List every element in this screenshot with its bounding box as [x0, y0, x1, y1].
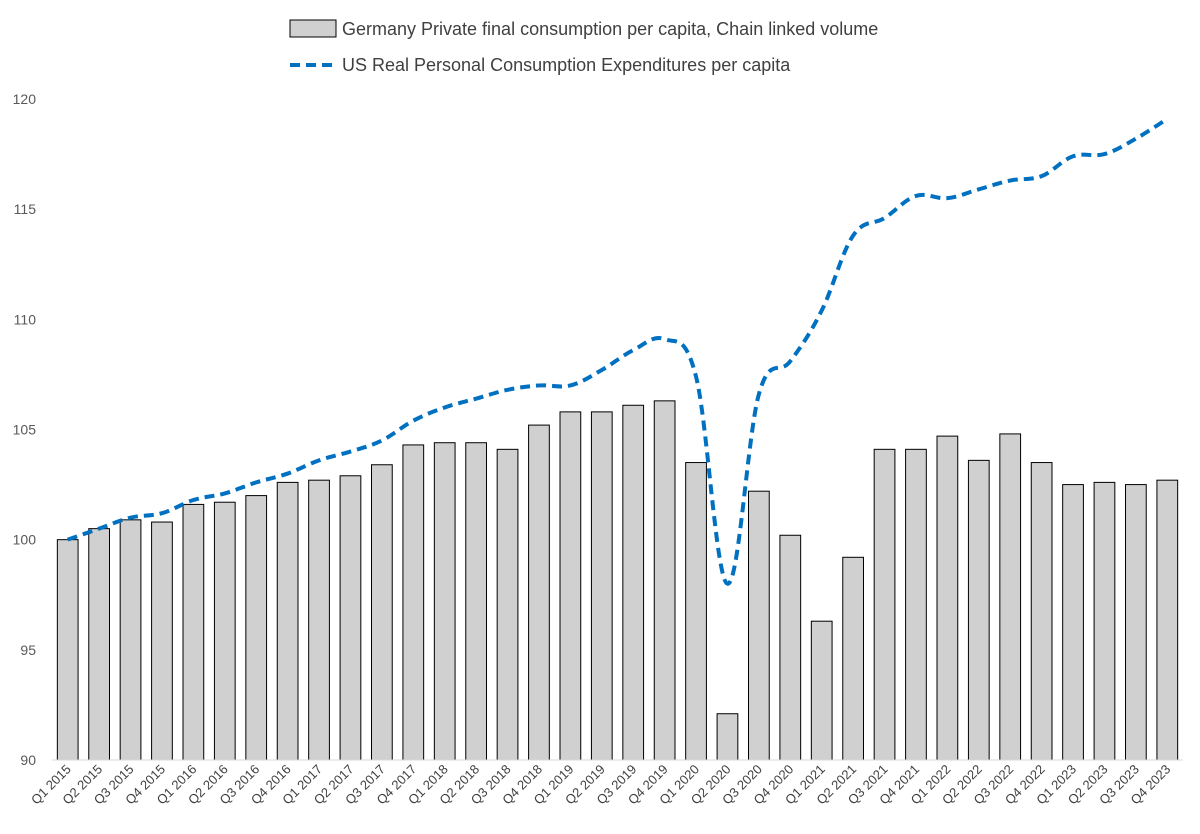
germany-bar	[716, 713, 739, 761]
germany-bar	[56, 539, 79, 761]
germany-bar	[999, 433, 1022, 761]
germany-bar	[559, 411, 582, 761]
y-tick-label: 110	[14, 311, 37, 327]
y-axis: 90 95 100 105 110 115 120	[13, 91, 37, 768]
germany-bar	[622, 404, 645, 761]
germany-bar	[653, 400, 676, 761]
y-tick-label: 105	[13, 422, 37, 438]
germany-bars	[56, 400, 1179, 761]
germany-bar	[685, 462, 707, 761]
germany-bar	[276, 481, 299, 761]
germany-bar	[748, 490, 770, 761]
germany-bar	[402, 444, 425, 761]
y-tick-label: 120	[13, 91, 37, 107]
y-tick-label: 100	[13, 532, 37, 548]
germany-bar	[1125, 484, 1147, 761]
germany-bar	[810, 620, 833, 761]
germany-bar	[905, 448, 927, 761]
legend: Germany Private final consumption per ca…	[289, 19, 878, 75]
germany-bar	[245, 495, 268, 761]
germany-bar	[967, 459, 990, 761]
germany-bar	[119, 519, 142, 761]
us-line	[67, 117, 1169, 586]
germany-bar	[1062, 484, 1084, 761]
y-tick-label: 95	[20, 642, 36, 658]
germany-bar	[496, 448, 519, 761]
germany-bar	[308, 479, 330, 761]
germany-bar	[465, 442, 487, 761]
germany-bar	[590, 411, 613, 761]
legend-swatch-germany	[289, 19, 337, 38]
germany-bar	[1093, 481, 1116, 761]
germany-bar	[936, 435, 959, 761]
y-tick-label: 90	[20, 752, 36, 768]
germany-bar	[528, 424, 550, 761]
germany-bar	[213, 501, 236, 761]
germany-bar	[88, 528, 110, 761]
germany-bar	[873, 448, 896, 761]
germany-bar	[151, 521, 173, 761]
germany-bar	[433, 442, 456, 761]
legend-label-us: US Real Personal Consumption Expenditure…	[342, 55, 791, 75]
germany-bar	[1030, 462, 1053, 761]
us-line-path	[67, 117, 1169, 586]
y-tick-label: 115	[14, 201, 37, 217]
germany-bar	[779, 534, 802, 761]
germany-bar	[1156, 479, 1179, 761]
germany-bar	[182, 503, 205, 761]
germany-bar	[371, 464, 393, 761]
germany-bar	[339, 475, 362, 761]
legend-label-germany: Germany Private final consumption per ca…	[342, 19, 878, 39]
germany-bar	[842, 556, 864, 761]
